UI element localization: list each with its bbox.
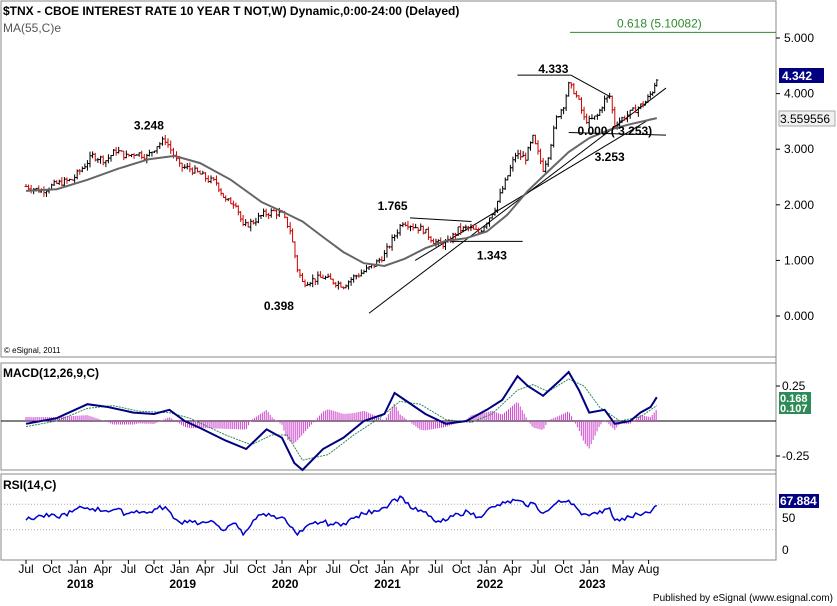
x-year-label: 2023 xyxy=(579,577,606,591)
x-month-label: Jul xyxy=(18,562,33,576)
rsi-tick-label: 50 xyxy=(782,511,796,525)
x-month-label: Oct xyxy=(554,562,573,576)
price-tick-label: 3.000 xyxy=(784,142,814,156)
rsi-line xyxy=(25,495,658,537)
rsi-label: RSI(14,C) xyxy=(3,478,56,492)
rsi-value-tag: 67.884 xyxy=(779,494,819,508)
macd-line xyxy=(25,370,658,472)
ann-1343: 1.343 xyxy=(477,248,507,262)
x-year-label: 2022 xyxy=(477,577,504,591)
x-month-label: Oct xyxy=(349,562,368,576)
price-tick-label: 0.000 xyxy=(784,309,814,323)
x-month-label: Apr xyxy=(196,562,215,576)
x-month-label: Oct xyxy=(452,562,471,576)
price-tick-label: 1.000 xyxy=(784,253,814,267)
ma-value-tag: 3.559556 xyxy=(778,110,836,127)
price-tick-label: 4.000 xyxy=(784,87,814,101)
price-series xyxy=(24,79,659,290)
x-month-label: Apr xyxy=(401,562,420,576)
rsi-tick-label: 0 xyxy=(782,543,789,557)
x-month-label: Jul xyxy=(121,562,136,576)
footer-credit: Published by eSignal (www.esignal.com) xyxy=(653,593,833,604)
x-month-label: Jan xyxy=(580,562,599,576)
x-month-label: Apr xyxy=(503,562,522,576)
ma-label: MA(55,C)e xyxy=(3,21,61,35)
x-year-label: 2021 xyxy=(374,577,401,591)
axes: 5.000 4.000 3.000 2.000 1.000 0.000 0.25 -0.25 5… xyxy=(18,31,814,591)
ma55-line xyxy=(25,117,658,268)
x-month-label: Jul xyxy=(223,562,238,576)
x-month-label: Oct xyxy=(42,562,61,576)
fib-label: 0.618 (5.10082) xyxy=(617,16,702,30)
ann-0000: 0.000 ( 3.253) xyxy=(577,124,652,138)
x-month-label: Jan xyxy=(477,562,496,576)
x-month-label: Aug xyxy=(638,562,659,576)
rsi-series xyxy=(25,495,658,537)
x-month-label: Oct xyxy=(145,562,164,576)
x-year-label: 2018 xyxy=(67,577,94,591)
macd-tick-label: -0.25 xyxy=(782,449,810,463)
fib-level: 0.618 (5.10082) xyxy=(570,16,776,33)
price-tick-label: 5.000 xyxy=(784,31,814,45)
last-price-value: 4.342 xyxy=(782,69,812,83)
x-month-label: Jan xyxy=(272,562,291,576)
x-month-label: Jan xyxy=(375,562,394,576)
flag-top-line xyxy=(570,74,610,97)
ann-4333: 4.333 xyxy=(538,62,568,76)
rsi-value: 67.884 xyxy=(780,494,817,508)
x-year-label: 2020 xyxy=(272,577,299,591)
macd-label: MACD(12,26,9,C) xyxy=(3,366,99,380)
signal-value: 0.107 xyxy=(780,403,808,415)
chart-title: $TNX - CBOE INTEREST RATE 10 YEAR T NOT,… xyxy=(3,4,459,18)
wedge-top-line xyxy=(409,217,472,222)
copyright: © eSignal, 2011 xyxy=(4,346,61,355)
annotations: 3.248 0.398 1.765 1.343 4.333 3.253 0.000 ( 3.… xyxy=(134,62,652,313)
x-month-label: Apr xyxy=(298,562,317,576)
signal-value-tag: 0.107 xyxy=(779,402,811,415)
macd-series xyxy=(25,370,658,472)
ann-1765: 1.765 xyxy=(378,199,408,213)
low-3253-line xyxy=(568,132,667,136)
x-month-label: May xyxy=(612,562,635,576)
x-month-label: Jan xyxy=(170,562,189,576)
ma-value: 3.559556 xyxy=(780,112,830,126)
x-month-label: Oct xyxy=(247,562,266,576)
x-month-label: Apr xyxy=(93,562,112,576)
x-month-label: Jan xyxy=(68,562,87,576)
x-month-label: Jul xyxy=(530,562,545,576)
x-month-label: Jul xyxy=(326,562,341,576)
x-month-label: Jul xyxy=(428,562,443,576)
price-tick-label: 2.000 xyxy=(784,198,814,212)
ann-3253: 3.253 xyxy=(595,150,625,164)
ann-0398: 0.398 xyxy=(264,299,294,313)
price-bar xyxy=(655,79,659,87)
inner-support-trendline xyxy=(414,118,651,261)
x-year-label: 2019 xyxy=(169,577,196,591)
last-price-tag: 4.342 xyxy=(779,68,824,83)
macd-tick-label: 0.25 xyxy=(782,379,806,393)
ann-3248: 3.248 xyxy=(134,118,164,132)
